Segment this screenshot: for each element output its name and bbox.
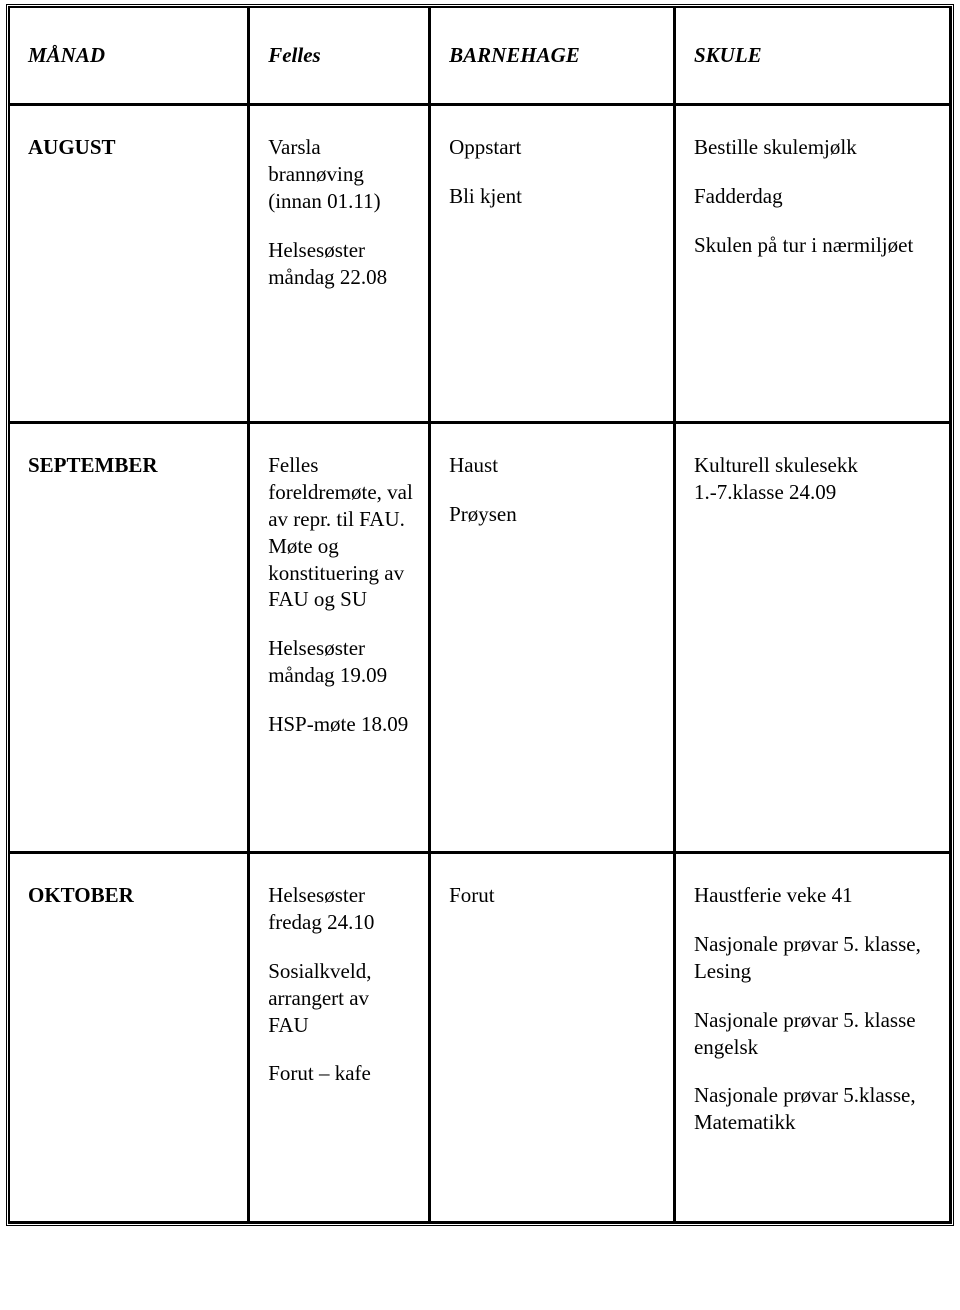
cell-paragraph: Haustferie veke 41 xyxy=(694,882,935,909)
cell-paragraph: Nasjonale prøvar 5. klasse engelsk xyxy=(694,1007,935,1061)
col-header-skule: SKULE xyxy=(675,7,951,105)
schedule-table: MÅNAD Felles BARNEHAGE SKULE AUGUST Varsl… xyxy=(6,4,954,1226)
page: MÅNAD Felles BARNEHAGE SKULE AUGUST Varsl… xyxy=(0,0,960,1230)
barnehage-cell: Haust Prøysen xyxy=(430,423,675,853)
cell-paragraph: Kulturell skulesekk 1.-7.klasse 24.09 xyxy=(694,452,935,506)
cell-paragraph: Prøysen xyxy=(449,501,659,528)
cell-paragraph: Sosialkveld, arrangert av FAU xyxy=(268,958,414,1039)
cell-paragraph: Varsla brannøving (innan 01.11) xyxy=(268,134,414,215)
felles-cell: Varsla brannøving (innan 01.11) Helsesøst… xyxy=(249,105,430,423)
month-cell: OKTOBER xyxy=(9,853,249,1223)
cell-paragraph: Nasjonale prøvar 5. klasse, Lesing xyxy=(694,931,935,985)
cell-paragraph: Helsesøster måndag 19.09 xyxy=(268,635,414,689)
month-label: SEPTEMBER xyxy=(28,453,158,477)
felles-cell: Helsesøster fredag 24.10 Sosialkveld, arr… xyxy=(249,853,430,1223)
cell-paragraph: Felles foreldremøte, val av repr. til FA… xyxy=(268,452,414,613)
cell-paragraph: Forut xyxy=(449,882,659,909)
table-header-row: MÅNAD Felles BARNEHAGE SKULE xyxy=(9,7,951,105)
month-cell: SEPTEMBER xyxy=(9,423,249,853)
col-header-month: MÅNAD xyxy=(9,7,249,105)
cell-paragraph: Fadderdag xyxy=(694,183,935,210)
cell-paragraph: Bli kjent xyxy=(449,183,659,210)
cell-paragraph: Oppstart xyxy=(449,134,659,161)
month-label: AUGUST xyxy=(28,135,116,159)
felles-cell: Felles foreldremøte, val av repr. til FA… xyxy=(249,423,430,853)
cell-paragraph: Bestille skulemjølk xyxy=(694,134,935,161)
skule-cell: Haustferie veke 41 Nasjonale prøvar 5. kl… xyxy=(675,853,951,1223)
barnehage-cell: Forut xyxy=(430,853,675,1223)
month-cell: AUGUST xyxy=(9,105,249,423)
cell-paragraph: Skulen på tur i nærmiljøet xyxy=(694,232,935,259)
cell-paragraph: Forut – kafe xyxy=(268,1060,414,1087)
cell-paragraph: HSP-møte 18.09 xyxy=(268,711,414,738)
skule-cell: Bestille skulemjølk Fadderdag Skulen på tu… xyxy=(675,105,951,423)
table-row: SEPTEMBER Felles foreldremøte, val av rep… xyxy=(9,423,951,853)
col-header-felles: Felles xyxy=(249,7,430,105)
month-label: OKTOBER xyxy=(28,883,134,907)
cell-paragraph: Helsesøster fredag 24.10 xyxy=(268,882,414,936)
skule-cell: Kulturell skulesekk 1.-7.klasse 24.09 xyxy=(675,423,951,853)
table-row: AUGUST Varsla brannøving (innan 01.11) Hel… xyxy=(9,105,951,423)
cell-paragraph: Haust xyxy=(449,452,659,479)
table-body: AUGUST Varsla brannøving (innan 01.11) Hel… xyxy=(9,105,951,1223)
cell-paragraph: Helsesøster måndag 22.08 xyxy=(268,237,414,291)
barnehage-cell: Oppstart Bli kjent xyxy=(430,105,675,423)
table-row: OKTOBER Helsesøster fredag 24.10 Sosialkve… xyxy=(9,853,951,1223)
col-header-barnehage: BARNEHAGE xyxy=(430,7,675,105)
cell-paragraph: Nasjonale prøvar 5.klasse, Matematikk xyxy=(694,1082,935,1136)
